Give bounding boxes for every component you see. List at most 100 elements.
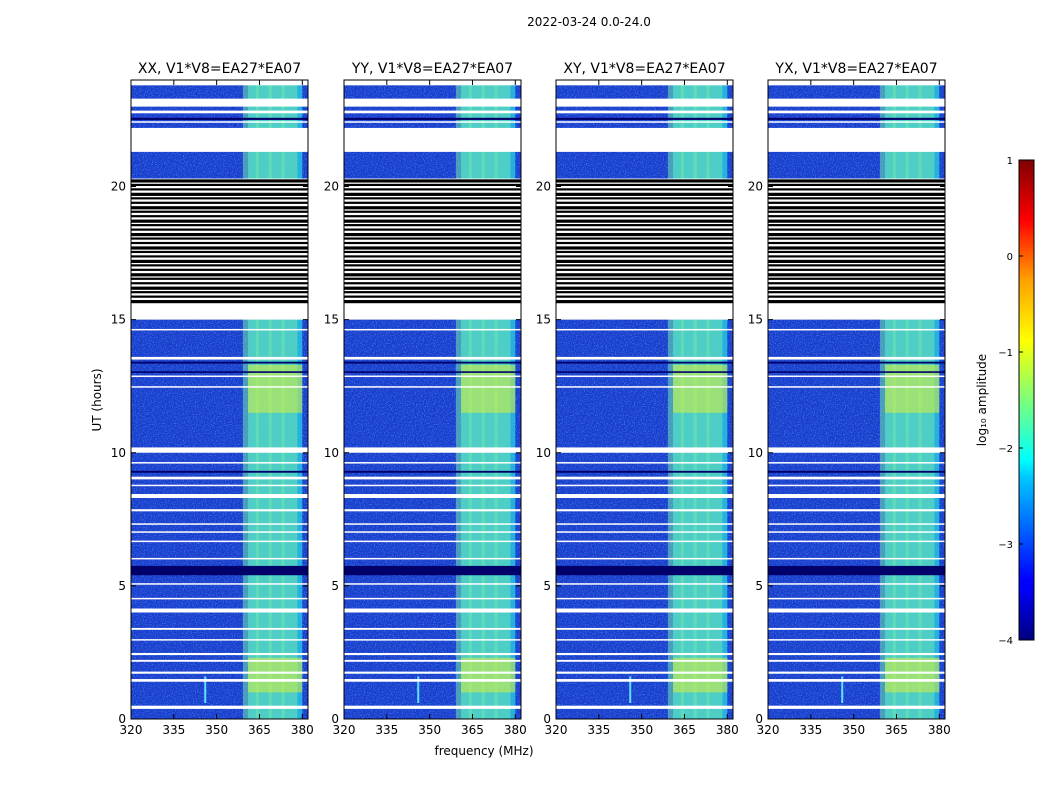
flagged-row <box>131 98 308 107</box>
y-tick-label: 0 <box>331 712 339 726</box>
flagged-row <box>556 523 733 525</box>
y-tick-label: 5 <box>755 579 763 593</box>
flagged-row <box>768 583 945 585</box>
y-tick-label: 20 <box>536 180 551 194</box>
flagged-row <box>131 447 308 453</box>
flagged-row <box>556 597 733 600</box>
flagged-row <box>768 608 945 613</box>
panel-title: YX, V1*V8=EA27*EA07 <box>774 61 937 77</box>
colorbar: 1 0 −1 −2 −3 −4 <box>998 156 1035 647</box>
x-axis-label: frequency (MHz) <box>434 744 533 758</box>
low-amplitude-row <box>131 117 308 120</box>
flagged-line <box>556 295 733 298</box>
panel-xy: XY, V1*V8=EA27*EA07 320 335 350 365 380 0 5 10 15… <box>536 61 739 737</box>
flagged-line <box>556 237 733 240</box>
panel-frame <box>343 79 522 720</box>
flagged-line <box>556 300 733 304</box>
flagged-line <box>344 250 521 254</box>
flagged-row <box>768 375 945 378</box>
flagged-line <box>556 277 733 280</box>
spectral-spike <box>629 676 632 704</box>
flagged-row <box>131 679 308 682</box>
flagged-line <box>131 237 308 240</box>
flagged-line <box>556 224 733 227</box>
y-tick-label: 10 <box>324 446 339 460</box>
low-amplitude-row <box>768 361 945 364</box>
flagged-row <box>556 110 733 114</box>
flagged-line <box>344 282 521 285</box>
flagged-line <box>131 277 308 280</box>
flagged-line <box>131 246 308 250</box>
flagged-row <box>556 484 733 487</box>
flagged-line <box>768 228 945 231</box>
flagged-line <box>131 197 308 200</box>
flagged-line <box>344 201 521 204</box>
flagged-row <box>131 705 308 709</box>
y-tick-label: 20 <box>324 180 339 194</box>
flagged-row <box>344 652 521 656</box>
colorbar-tick-label: −3 <box>998 540 1013 551</box>
flagged-row <box>556 671 733 674</box>
y-tick-label: 10 <box>536 446 551 460</box>
flagged-row <box>344 447 521 453</box>
flagged-line <box>344 246 521 250</box>
flagged-row <box>768 705 945 709</box>
flagged-row <box>768 531 945 533</box>
flagged-line <box>131 215 308 218</box>
colorbar-gradient <box>1018 159 1035 641</box>
flagged-line <box>344 264 521 267</box>
flagged-line <box>344 277 521 280</box>
flagged-row <box>344 127 521 152</box>
flagged-line <box>131 188 308 191</box>
flagged-row <box>131 639 308 641</box>
flagged-line <box>344 232 521 237</box>
y-tick-label: 10 <box>748 446 763 460</box>
x-tick-label: 320 <box>545 723 568 737</box>
flagged-row <box>344 356 521 360</box>
flagged-row <box>556 627 733 630</box>
panels: XX, V1*V8=EA27*EA07 320 335 350 365 380 0 5 10 15… <box>111 61 951 737</box>
flagged-line <box>556 268 733 271</box>
flagged-line <box>131 179 308 183</box>
flagged-line <box>556 291 733 294</box>
flagged-line <box>556 210 733 213</box>
flagged-line <box>344 179 521 183</box>
flagged-line <box>131 183 308 187</box>
flagged-row <box>768 494 945 499</box>
flagged-line <box>131 192 308 196</box>
flagged-line <box>344 197 521 200</box>
flagged-row <box>556 328 733 331</box>
flagged-line <box>131 224 308 227</box>
flagged-line <box>768 215 945 218</box>
flagged-row <box>556 127 733 152</box>
flagged-line <box>131 291 308 294</box>
x-tick-label: 320 <box>333 723 356 737</box>
flagged-line <box>768 300 945 304</box>
flagged-line <box>768 282 945 285</box>
flagged-line <box>344 241 521 245</box>
flagged-row <box>768 127 945 152</box>
panel-title: YY, V1*V8=EA27*EA07 <box>351 61 513 77</box>
flagged-line <box>556 206 733 210</box>
flagged-row <box>768 447 945 453</box>
flagged-line <box>556 273 733 277</box>
flagged-row <box>556 447 733 453</box>
panel-title: XY, V1*V8=EA27*EA07 <box>563 61 725 77</box>
flagged-row <box>768 540 945 543</box>
x-tick-label: 380 <box>291 723 314 737</box>
flagged-line <box>768 295 945 298</box>
flagged-line <box>131 241 308 245</box>
y-tick-label: 5 <box>543 579 551 593</box>
flagged-row <box>344 627 521 630</box>
flagged-row <box>344 328 521 331</box>
flagged-row <box>344 121 521 123</box>
flagged-line <box>344 268 521 271</box>
flagged-row <box>344 98 521 107</box>
flagged-line <box>131 210 308 213</box>
flagged-row <box>556 80 733 86</box>
low-amplitude-row <box>131 371 308 373</box>
flagged-row <box>344 557 521 560</box>
flagged-line <box>556 286 733 290</box>
flagged-row <box>344 659 521 662</box>
flagged-line <box>768 246 945 250</box>
